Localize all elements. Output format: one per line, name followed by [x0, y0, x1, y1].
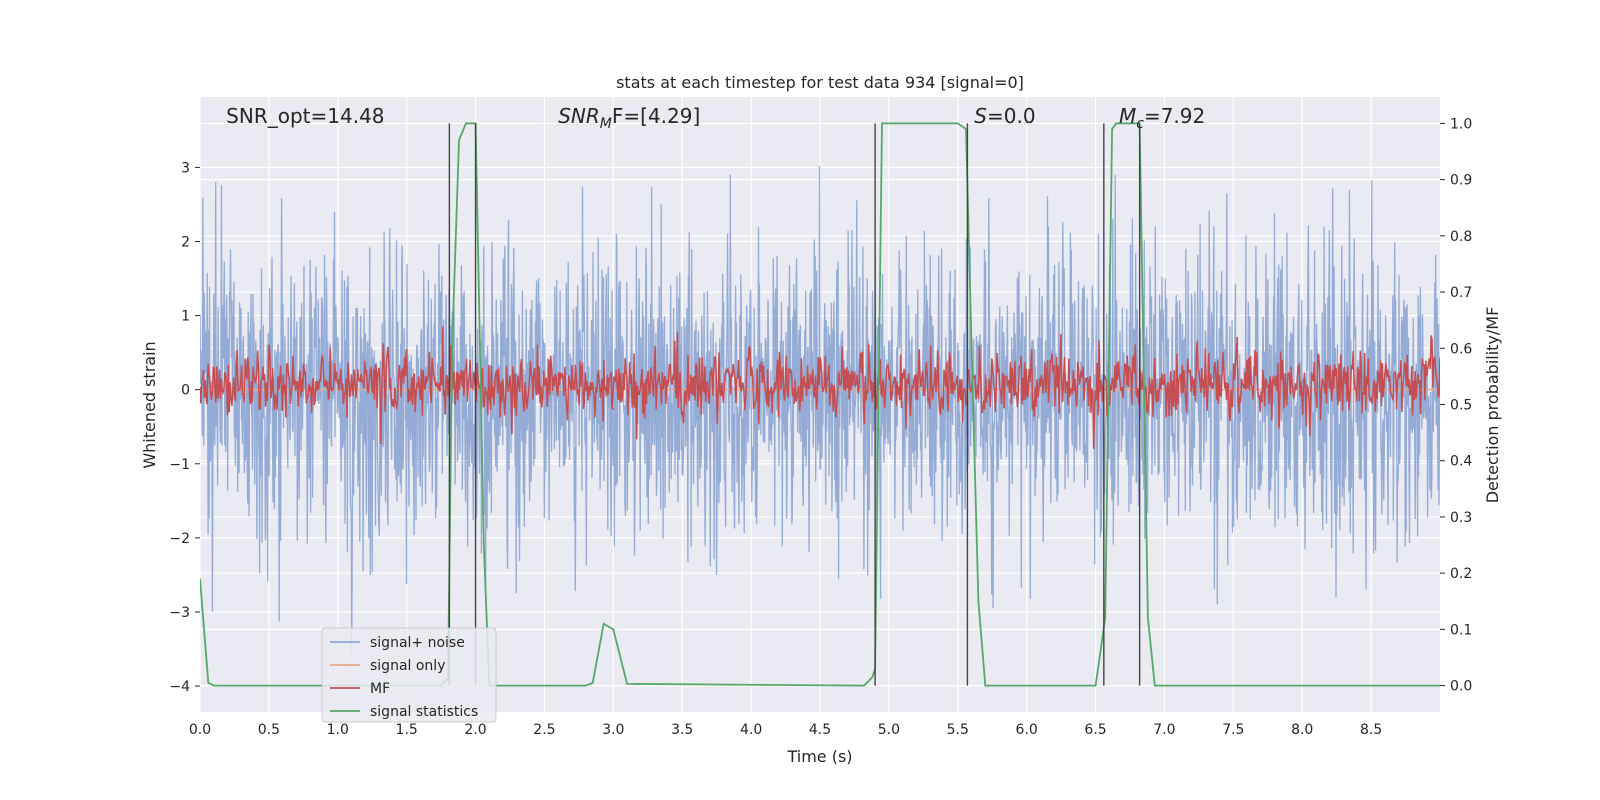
y-tick-label: −3 [169, 605, 190, 621]
y2-tick-label: 0.2 [1450, 566, 1472, 582]
legend-entry: signal+ noise [370, 635, 465, 651]
x-axis-ticks: 0.0 0.5 1.0 1.5 2.0 2.5 3.0 3.5 4.0 4.5 5.0 5.5 6.0 6… [189, 722, 1382, 738]
x-tick-label: 6.5 [1084, 722, 1106, 738]
series-line [200, 165, 1440, 655]
annotation: SNRMF=[4.29] [558, 104, 700, 132]
y-tick-label: 0 [181, 383, 190, 399]
x-tick-label: 2.5 [533, 722, 555, 738]
series-line [200, 122, 1440, 687]
y-tick-label: −2 [169, 531, 190, 547]
x-tick-label: 1.0 [327, 722, 349, 738]
x-tick-label: 4.0 [740, 722, 762, 738]
annotations: SNR_opt=14.48 SNRMF=[4.29] S=0.0 Mc=7.92 [226, 104, 1205, 132]
x-tick-label: 5.5 [947, 722, 969, 738]
series-layer [200, 122, 1440, 687]
y-tick-label: 3 [181, 160, 190, 176]
annotation: Mc=7.92 [1119, 104, 1205, 132]
x-tick-label: 7.5 [1222, 722, 1244, 738]
y-tick-label: 2 [181, 234, 190, 250]
x-tick-label: 3.5 [671, 722, 693, 738]
x-tick-label: 0.5 [258, 722, 280, 738]
y2-tick-label: 0.9 [1450, 173, 1472, 189]
x-tick-label: 8.5 [1360, 722, 1382, 738]
y2-tick-label: 0.3 [1450, 510, 1472, 526]
legend-entry: MF [370, 681, 390, 697]
y2-tick-label: 0.6 [1450, 341, 1472, 357]
vertical-markers [448, 123, 1141, 686]
y2-tick-label: 0.8 [1450, 229, 1472, 245]
y-axis-label: Whitened strain [140, 341, 159, 468]
y2-tick-label: 0.5 [1450, 398, 1472, 414]
legend-entry: signal only [370, 658, 445, 674]
x-tick-label: 2.0 [464, 722, 486, 738]
y2-tick-label: 0.7 [1450, 285, 1472, 301]
y-axis-ticks: −4 −3 −2 −1 0 1 2 3 [169, 160, 200, 695]
annotation: S=0.0 [974, 104, 1035, 128]
y2-tick-label: 0.0 [1450, 679, 1472, 695]
x-tick-label: 3.0 [602, 722, 624, 738]
x-tick-label: 7.0 [1153, 722, 1175, 738]
y2-axis-ticks: 0.0 0.1 0.2 0.3 0.4 0.5 0.6 0.7 0.8 0.9 1.0 [1440, 116, 1472, 695]
y2-axis-label: Detection probability/MF [1483, 307, 1502, 504]
chart-title: stats at each timestep for test data 934… [616, 73, 1024, 92]
x-tick-label: 0.0 [189, 722, 211, 738]
series-line [200, 326, 1440, 449]
y-tick-label: 1 [181, 309, 190, 325]
x-tick-label: 1.5 [396, 722, 418, 738]
x-tick-label: 6.0 [1016, 722, 1038, 738]
legend-entry: signal statistics [370, 704, 478, 720]
y-tick-label: −1 [169, 457, 190, 473]
x-axis-label: Time (s) [786, 747, 852, 766]
x-tick-label: 4.5 [809, 722, 831, 738]
y2-tick-label: 0.1 [1450, 622, 1472, 638]
annotation: SNR_opt=14.48 [226, 104, 384, 128]
y2-tick-label: 0.4 [1450, 454, 1472, 470]
y2-tick-label: 1.0 [1450, 116, 1472, 132]
legend-frame [321, 627, 497, 723]
x-tick-label: 8.0 [1291, 722, 1313, 738]
legend: signal+ noise signal only MF signal statist… [321, 627, 497, 723]
y-tick-label: −4 [169, 679, 190, 695]
x-tick-label: 5.0 [878, 722, 900, 738]
